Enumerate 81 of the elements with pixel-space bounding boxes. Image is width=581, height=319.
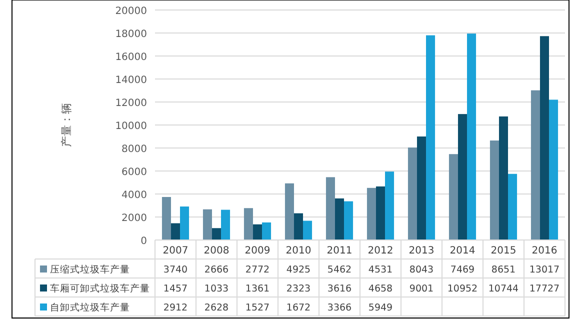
bar <box>376 186 386 240</box>
x-tick-label: 2010 <box>286 246 312 256</box>
data-label: 7469 <box>450 264 475 276</box>
x-tick-label: 2007 <box>162 246 188 256</box>
bar <box>244 208 253 240</box>
bar <box>385 172 394 240</box>
data-label: 4658 <box>368 284 393 294</box>
bar <box>366 188 376 240</box>
y-tick-label: 16000 <box>115 52 147 63</box>
data-label: 2912 <box>163 302 188 314</box>
y-tick-label: 6000 <box>122 167 147 178</box>
data-label: 4925 <box>286 264 311 276</box>
bar <box>212 228 222 240</box>
data-label: 10744 <box>488 284 519 294</box>
bar <box>221 210 230 240</box>
legend-label: 压缩式垃圾车产量 <box>50 264 130 276</box>
data-label: 4531 <box>368 264 393 276</box>
y-tick-label: 14000 <box>115 75 147 86</box>
bar <box>162 196 171 240</box>
data-label: 2772 <box>245 264 270 276</box>
data-label: 5462 <box>327 264 352 276</box>
bar <box>326 177 335 240</box>
bar <box>252 224 262 240</box>
x-tick-label: 2012 <box>368 246 394 256</box>
legend-label: 车厢可卸式垃圾车产量 <box>50 282 150 294</box>
x-tick-label: 2013 <box>408 246 434 256</box>
data-label: 3366 <box>327 302 352 314</box>
data-label: 1033 <box>204 284 229 294</box>
bar <box>540 36 550 240</box>
data-label: 2666 <box>204 264 229 276</box>
y-tick-label: 8000 <box>122 144 147 155</box>
bar <box>549 100 558 240</box>
bar <box>344 201 354 240</box>
bar <box>170 223 180 240</box>
data-label: 13017 <box>529 264 560 276</box>
y-tick-label: 12000 <box>115 98 147 109</box>
legend-label: 自卸式垃圾车产量 <box>50 302 130 314</box>
data-label: 17727 <box>529 284 560 294</box>
x-tick-label: 2008 <box>204 246 230 256</box>
y-axis-title: 产量：辆 <box>60 103 73 147</box>
bar <box>262 222 272 240</box>
bar <box>498 116 508 240</box>
y-tick-label: 2000 <box>122 213 147 224</box>
x-tick-label: 2014 <box>450 246 476 256</box>
data-label: 10952 <box>447 284 478 294</box>
bar <box>426 35 436 240</box>
bar <box>284 183 294 240</box>
data-label: 9001 <box>409 284 434 294</box>
data-label: 2628 <box>204 302 229 314</box>
x-tick-label: 2015 <box>490 246 516 256</box>
bar <box>180 206 190 240</box>
bar <box>294 213 304 240</box>
bar <box>448 154 458 240</box>
bar <box>416 136 426 240</box>
data-label: 8651 <box>491 264 516 276</box>
bar <box>408 148 417 240</box>
bar <box>490 140 499 240</box>
y-tick-label: 4000 <box>122 190 147 201</box>
y-tick-label: 18000 <box>115 29 147 40</box>
x-tick-label: 2011 <box>326 246 352 256</box>
x-tick-label: 2016 <box>532 246 558 256</box>
data-label: 1457 <box>163 284 188 294</box>
data-label: 1361 <box>245 284 270 294</box>
y-tick-label: 10000 <box>115 121 147 132</box>
bar <box>467 34 476 240</box>
data-label: 3616 <box>327 284 352 294</box>
bar <box>530 90 540 240</box>
y-tick-label: 0 <box>140 236 147 247</box>
bar <box>334 198 344 240</box>
bar <box>458 114 468 240</box>
x-tick-label: 2009 <box>244 246 270 256</box>
y-tick-label: 20000 <box>115 6 147 17</box>
data-label: 3740 <box>163 264 188 276</box>
data-label: 1672 <box>286 302 311 314</box>
data-label: 1527 <box>245 302 270 314</box>
bar <box>508 174 518 240</box>
data-label: 8043 <box>409 264 434 276</box>
data-label: 2323 <box>286 284 311 294</box>
bar <box>303 220 312 240</box>
bar <box>202 209 212 240</box>
data-label: 5949 <box>368 302 393 314</box>
